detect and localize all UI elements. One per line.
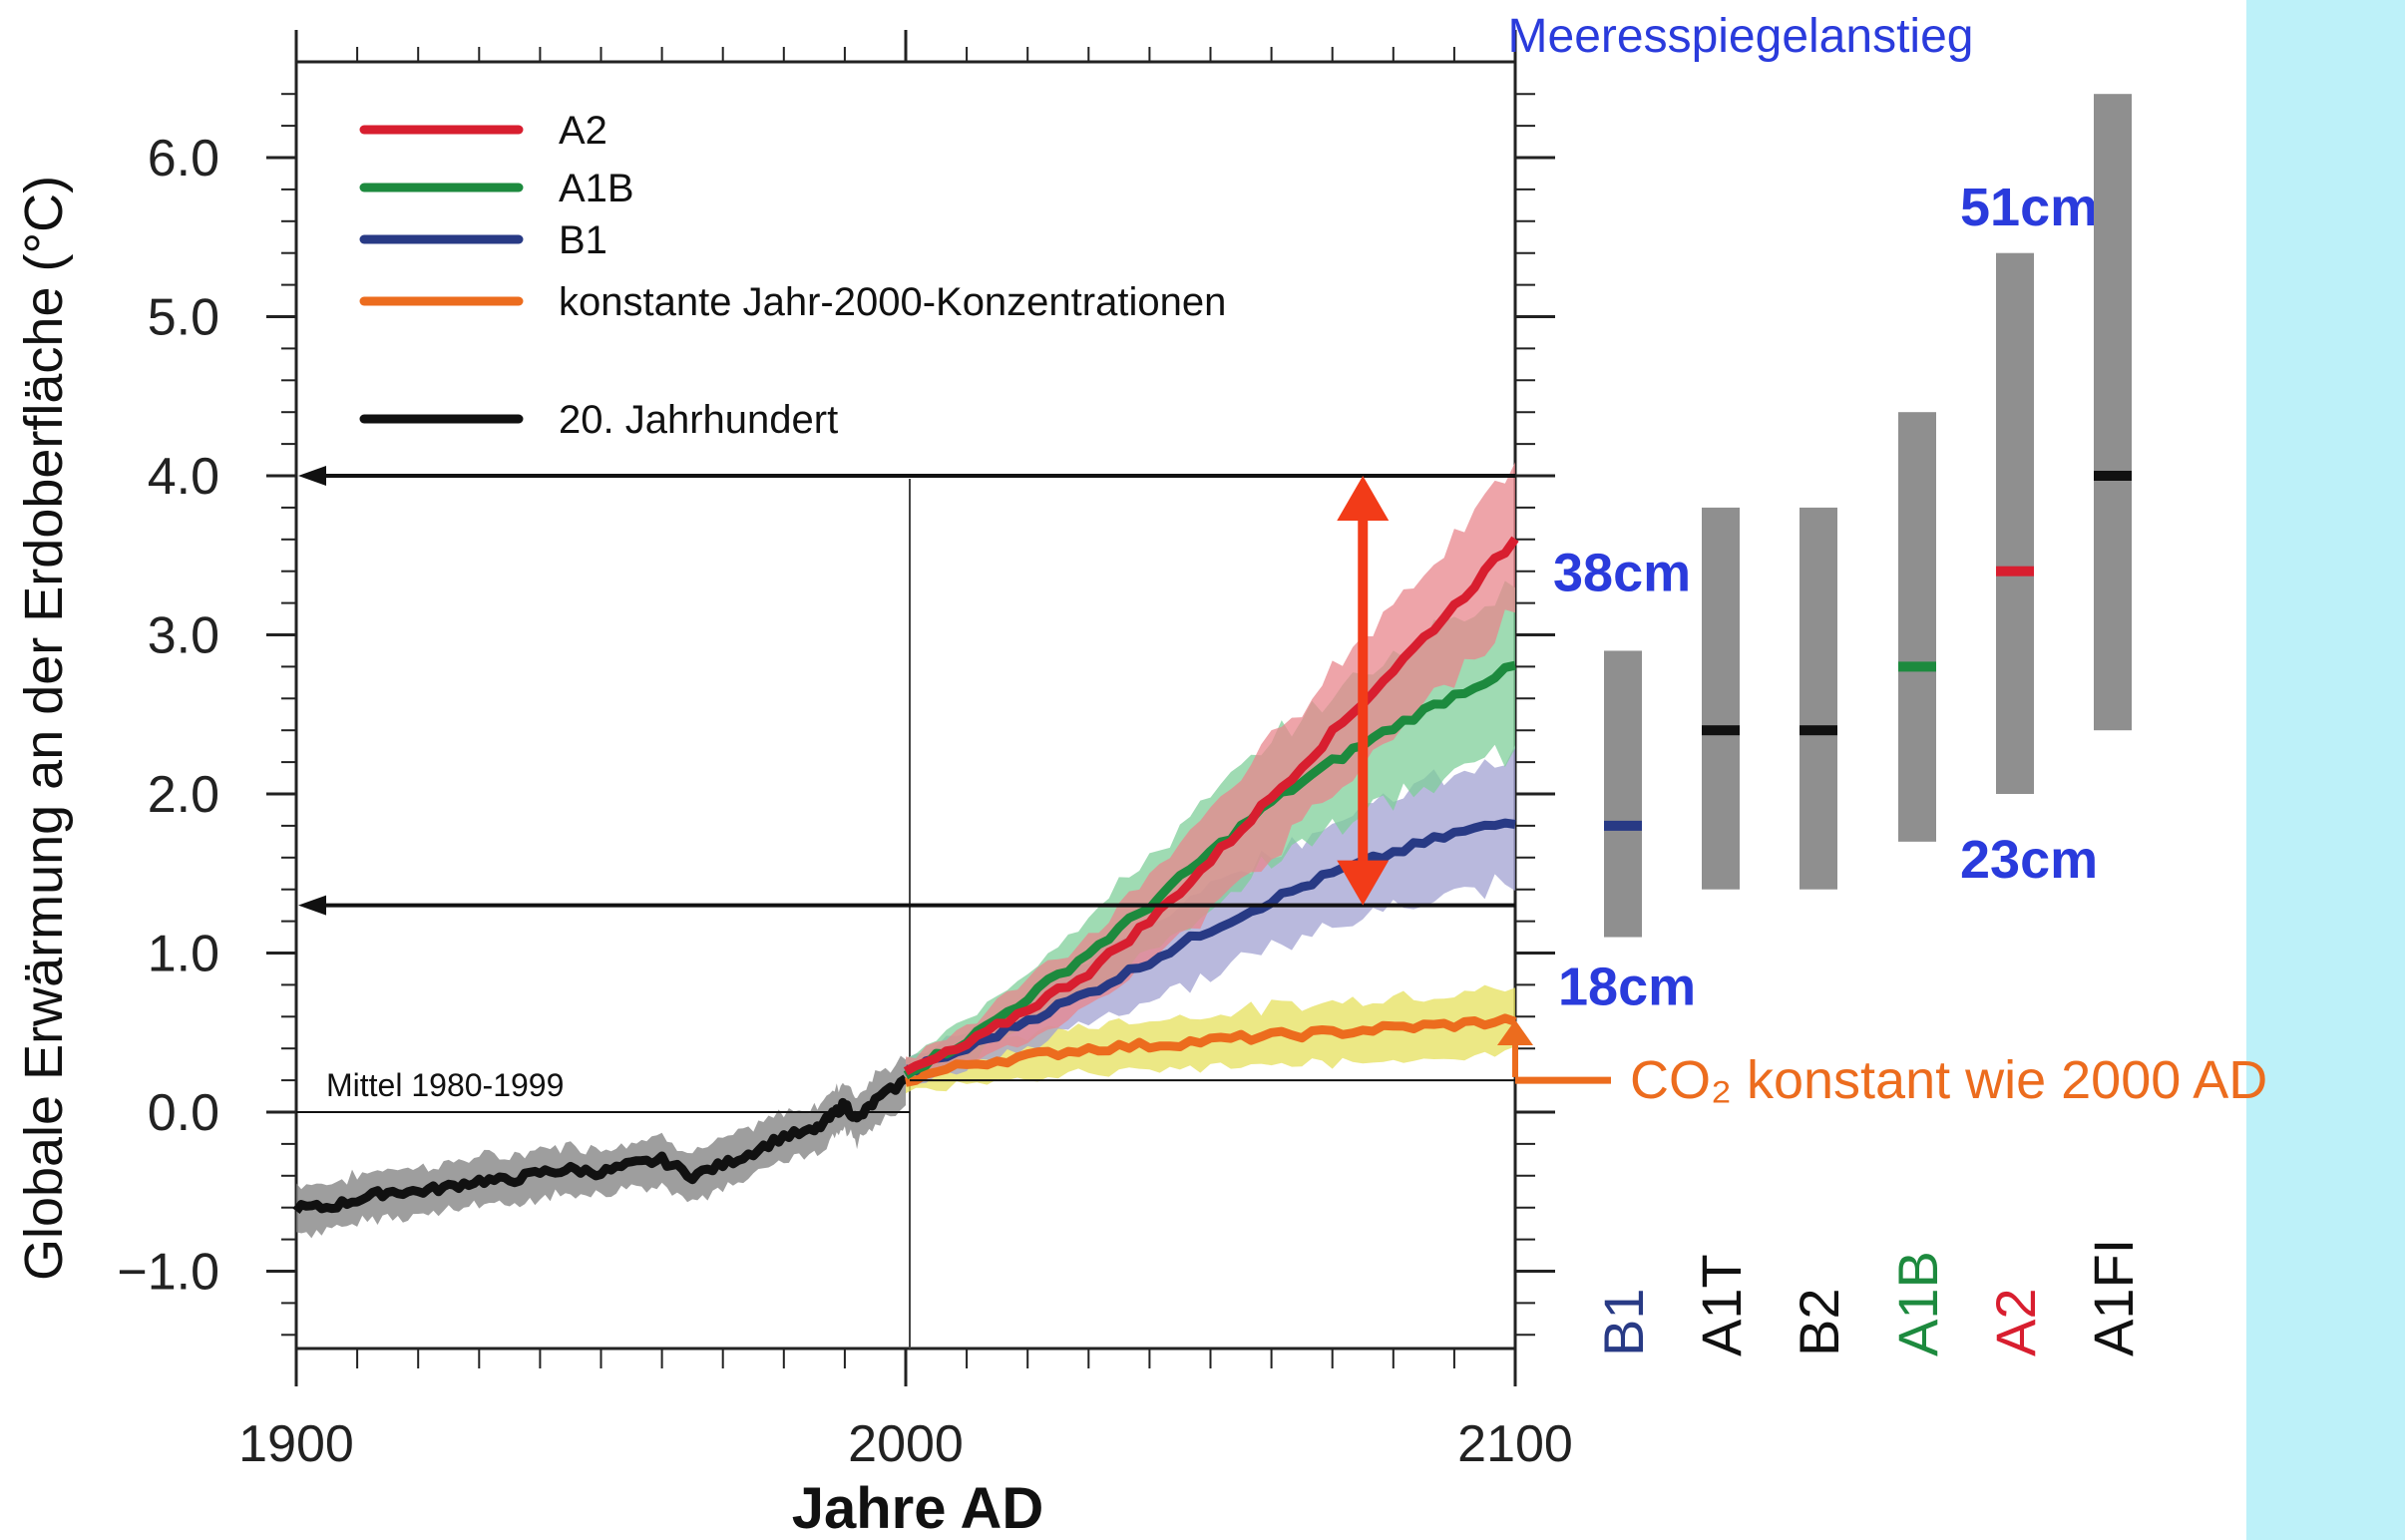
scenario-label: A1T	[1690, 1254, 1753, 1356]
scenario-best-estimate	[2094, 471, 2132, 481]
sea-level-label: 23cm	[1960, 830, 2098, 890]
range-arrowhead-0	[298, 466, 326, 486]
legend-label: A1B	[559, 167, 634, 210]
y-tick-label: 2.0	[148, 766, 219, 824]
y-tick-label: 3.0	[148, 607, 219, 665]
series-lines	[292, 536, 1519, 1214]
scenario-label: A1B	[1886, 1251, 1949, 1356]
scenario-best-estimate	[1996, 566, 2034, 577]
sea-level-label: 51cm	[1960, 178, 2098, 237]
baseline-label: Mittel 1980-1999	[326, 1067, 564, 1103]
axes: −1.0 0.0 1.0 2.0 3.0 4.0 5.0 6.0 1900 2000 2100	[117, 30, 1573, 1473]
side-strip	[2246, 0, 2405, 1540]
y-axis-label: Globale Erwärmung an der Erdoberfläche (…	[14, 176, 74, 1281]
uncertainty-bands	[296, 462, 1515, 1239]
y-tick-label: 5.0	[148, 289, 219, 347]
scenario-range-bar	[2094, 94, 2132, 731]
x-axis-label: Jahre AD	[792, 1476, 1044, 1540]
scenario-best-estimate	[1898, 661, 1936, 672]
scenario-best-estimate	[1800, 725, 1837, 736]
overlay: Mittel 1980-1999 CO₂ konstant wie 2000 AD…	[296, 178, 2267, 1113]
spread-arrowhead-down	[1337, 860, 1390, 906]
y-tick-label: −1.0	[117, 1244, 219, 1302]
scenario-range-bar	[1604, 650, 1642, 938]
scenario-best-estimate	[1702, 725, 1740, 736]
legend-label: 20. Jahrhundert	[559, 398, 838, 442]
x-tick-label: 2000	[848, 1415, 964, 1473]
scenario-best-estimate	[1604, 820, 1642, 831]
scenario-label: B2	[1788, 1289, 1850, 1357]
co2-arrowhead	[1497, 1019, 1533, 1046]
line-20-jahrhundert	[292, 1074, 909, 1214]
scenario-label: B1	[1592, 1289, 1655, 1357]
x-tick-label: 2100	[1457, 1415, 1573, 1473]
co2-label: CO₂ konstant wie 2000 AD	[1630, 1050, 2267, 1110]
line-konstante-jahr-2000-konzentrationen	[905, 1013, 1517, 1087]
legend-label: konstante Jahr-2000-Konzentrationen	[559, 280, 1226, 324]
line-a2	[903, 536, 1519, 1076]
scenario-label: A2	[1984, 1289, 2047, 1357]
scenario-label: A1FI	[2082, 1239, 2145, 1356]
y-tick-label: 1.0	[148, 926, 219, 983]
legend: A2 A1B B1 konstante Jahr-2000-Konzentration…	[359, 109, 1226, 442]
y-tick-label: 6.0	[148, 130, 219, 188]
legend-label: A2	[559, 109, 607, 153]
y-tick-label: 4.0	[148, 448, 219, 506]
sea-level-label: 18cm	[1558, 957, 1696, 1016]
x-tick-label: 1900	[238, 1415, 354, 1473]
legend-label: B1	[559, 218, 607, 262]
chart-title: Meeresspiegelanstieg	[1508, 10, 1974, 63]
y-tick-label: 0.0	[148, 1084, 219, 1142]
scenario-range-bar	[1702, 507, 1740, 890]
band-20-jahrhundert	[296, 1055, 906, 1239]
scenario-range-bar	[1996, 252, 2034, 794]
range-arrowhead-1	[298, 895, 326, 916]
sea-level-label: 38cm	[1553, 544, 1691, 603]
line-a1b	[903, 660, 1516, 1080]
scenario-bars: B1 A1T B2 A1B A2 A1FI	[1592, 94, 2145, 1356]
scenario-range-bar	[1898, 412, 1936, 842]
scenario-range-bar	[1800, 507, 1837, 890]
spread-arrowhead-up	[1337, 476, 1390, 521]
